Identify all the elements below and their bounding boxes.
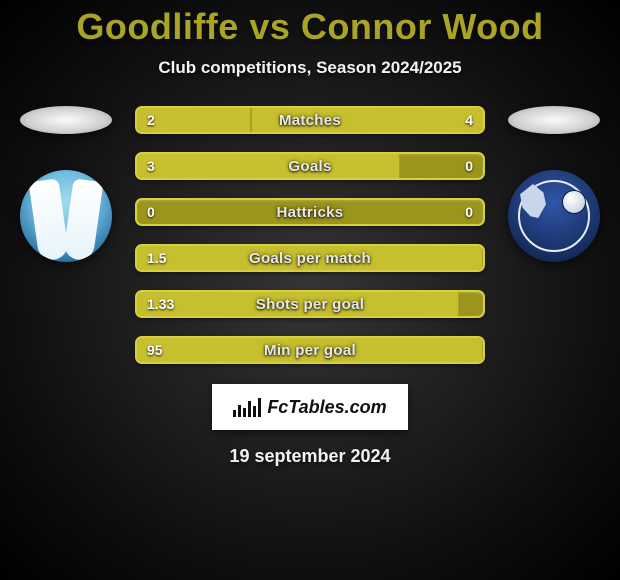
stat-value-left: 0 <box>147 204 155 220</box>
bars-icon <box>233 398 261 417</box>
stat-value-left: 1.5 <box>147 250 166 266</box>
stat-label: Matches <box>279 112 341 129</box>
stat-value-right: 4 <box>465 112 473 128</box>
stat-label: Goals <box>288 158 331 175</box>
stat-value-right: 0 <box>465 204 473 220</box>
bar-fill-left <box>137 154 400 178</box>
stat-value-left: 3 <box>147 158 155 174</box>
stat-label: Shots per goal <box>256 296 364 313</box>
stat-value-left: 1.33 <box>147 296 174 312</box>
comparison-content: Matches 2 4 Goals 3 0 Hattricks 0 0 Goals per mat… <box>0 106 620 364</box>
right-team-badge <box>508 170 600 262</box>
stat-value-right: 0 <box>465 158 473 174</box>
stat-value-left: 2 <box>147 112 155 128</box>
stat-bar: Goals 3 0 <box>135 152 485 180</box>
fctables-label: FcTables.com <box>267 397 386 418</box>
stat-bar: Goals per match 1.5 <box>135 244 485 272</box>
stat-value-left: 95 <box>147 342 163 358</box>
stat-bar: Matches 2 4 <box>135 106 485 134</box>
stat-label: Hattricks <box>277 204 344 221</box>
date-label: 19 september 2024 <box>0 446 620 467</box>
left-player-silhouette <box>20 106 112 134</box>
stat-bar: Shots per goal 1.33 <box>135 290 485 318</box>
fctables-watermark: FcTables.com <box>212 384 408 430</box>
ball-icon <box>562 190 586 214</box>
right-side <box>499 106 609 262</box>
stat-label: Min per goal <box>264 342 356 359</box>
stat-label: Goals per match <box>249 250 371 267</box>
subtitle: Club competitions, Season 2024/2025 <box>0 58 620 78</box>
left-side <box>11 106 121 262</box>
stat-bar: Min per goal 95 <box>135 336 485 364</box>
left-team-badge <box>20 170 112 262</box>
right-player-silhouette <box>508 106 600 134</box>
stat-bars: Matches 2 4 Goals 3 0 Hattricks 0 0 Goals per mat… <box>135 106 485 364</box>
page-title: Goodliffe vs Connor Wood <box>0 0 620 48</box>
stat-bar: Hattricks 0 0 <box>135 198 485 226</box>
